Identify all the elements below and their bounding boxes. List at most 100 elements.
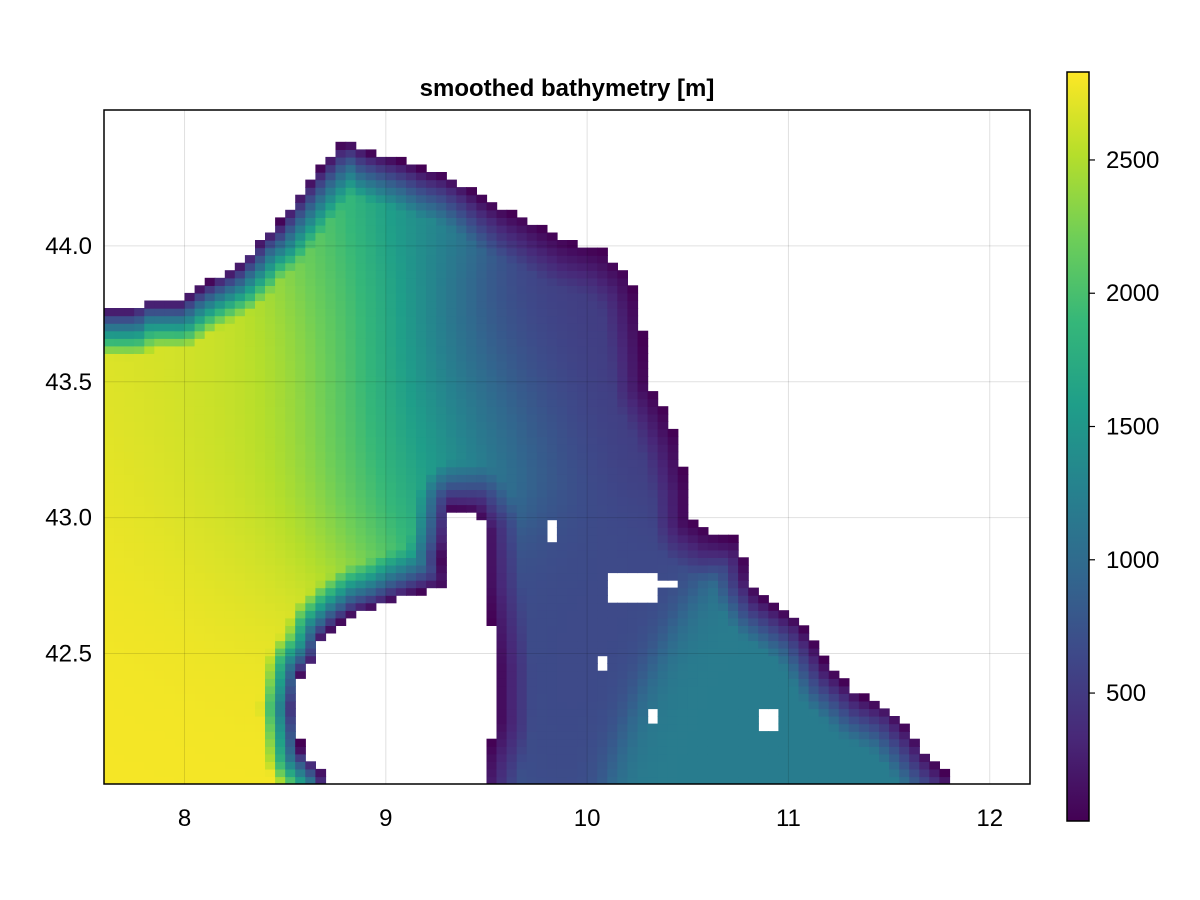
heatmap-cell xyxy=(255,693,266,702)
heatmap-cell xyxy=(416,247,427,256)
heatmap-cell xyxy=(667,451,679,460)
heatmap-cell xyxy=(214,308,226,317)
heatmap-cell xyxy=(627,685,639,694)
heatmap-cell xyxy=(577,451,588,460)
heatmap-cell xyxy=(114,731,125,740)
heatmap-cell xyxy=(114,542,125,551)
heatmap-cell xyxy=(426,564,437,574)
heatmap-cell xyxy=(214,466,226,475)
heatmap-cell xyxy=(577,663,588,672)
heatmap-cell xyxy=(154,678,165,687)
heatmap-cell xyxy=(597,738,608,747)
heatmap-cell xyxy=(275,353,286,362)
heatmap-cell xyxy=(426,368,437,377)
heatmap-cell xyxy=(335,202,347,211)
heatmap-cell xyxy=(234,602,246,611)
heatmap-cell xyxy=(607,625,618,634)
heatmap-cell xyxy=(214,277,226,286)
heatmap-cell xyxy=(114,738,125,747)
heatmap-cell xyxy=(486,738,498,747)
heatmap-cell xyxy=(919,753,930,762)
heatmap-cell xyxy=(556,580,568,589)
heatmap-cell xyxy=(748,617,759,626)
heatmap-cell xyxy=(607,716,618,725)
heatmap-cell xyxy=(395,285,407,294)
heatmap-cell xyxy=(154,663,165,672)
heatmap-cell xyxy=(114,549,125,558)
heatmap-cell xyxy=(607,746,618,755)
heatmap-cell xyxy=(174,421,186,430)
heatmap-cell xyxy=(234,277,246,286)
heatmap-cell xyxy=(436,202,447,211)
heatmap-cell xyxy=(204,549,216,558)
heatmap-cell xyxy=(516,300,528,309)
heatmap-cell xyxy=(577,338,588,347)
heatmap-cell xyxy=(265,534,276,543)
heatmap-cell xyxy=(114,489,125,498)
heatmap-cell xyxy=(738,572,749,581)
heatmap-cell xyxy=(627,428,639,438)
heatmap-cell xyxy=(244,776,256,784)
heatmap-cell xyxy=(597,496,608,506)
heatmap-cell xyxy=(385,496,397,506)
heatmap-cell xyxy=(456,240,467,249)
heatmap-cell xyxy=(506,557,518,566)
heatmap-cell xyxy=(587,542,598,551)
heatmap-cell xyxy=(134,587,145,596)
heatmap-cell xyxy=(144,655,155,664)
heatmap-cell xyxy=(607,663,618,672)
heatmap-cell xyxy=(416,164,427,173)
heatmap-cell xyxy=(556,564,568,574)
heatmap-cell xyxy=(577,489,588,498)
heatmap-cell xyxy=(395,580,407,589)
heatmap-cell xyxy=(144,330,155,339)
heatmap-cell xyxy=(496,738,508,747)
heatmap-cell xyxy=(305,209,316,218)
heatmap-cell xyxy=(234,716,246,725)
heatmap-cell xyxy=(265,731,276,740)
heatmap-cell xyxy=(637,648,649,657)
heatmap-cell xyxy=(456,391,467,400)
heatmap-cell xyxy=(526,383,538,392)
heatmap-cell xyxy=(526,549,538,558)
heatmap-cell xyxy=(476,421,488,430)
heatmap-cell xyxy=(134,768,145,778)
heatmap-cell xyxy=(486,368,498,377)
heatmap-cell xyxy=(375,413,387,422)
heatmap-cell xyxy=(506,776,518,784)
heatmap-cell xyxy=(345,519,357,528)
heatmap-cell xyxy=(748,768,759,778)
heatmap-cell xyxy=(385,292,397,302)
heatmap-cell xyxy=(275,345,286,354)
heatmap-cell xyxy=(476,413,488,422)
heatmap-cell xyxy=(546,731,558,740)
heatmap-cell xyxy=(416,413,427,422)
heatmap-cell xyxy=(587,527,598,536)
heatmap-cell xyxy=(707,572,719,581)
heatmap-cell xyxy=(466,459,477,468)
heatmap-cell xyxy=(657,776,669,784)
heatmap-cell xyxy=(627,512,639,521)
heatmap-cell xyxy=(244,640,256,649)
heatmap-cell xyxy=(577,474,588,483)
heatmap-cell xyxy=(395,247,407,256)
heatmap-cell xyxy=(315,270,327,279)
heatmap-cell xyxy=(275,444,286,453)
heatmap-cell xyxy=(385,315,397,324)
heatmap-cell xyxy=(667,534,679,543)
heatmap-cell xyxy=(285,270,296,279)
heatmap-cell xyxy=(174,625,186,634)
heatmap-cell xyxy=(526,632,538,642)
heatmap-cell xyxy=(144,421,155,430)
heatmap-cell xyxy=(647,527,659,536)
heatmap-cell xyxy=(355,398,367,407)
heatmap-cell xyxy=(556,512,568,521)
heatmap-cell xyxy=(184,557,196,566)
heatmap-cell xyxy=(204,489,216,498)
heatmap-cell xyxy=(416,292,427,302)
heatmap-cell xyxy=(154,625,165,634)
heatmap-cell xyxy=(657,610,669,619)
heatmap-cell xyxy=(627,323,639,332)
heatmap-cell xyxy=(577,587,588,596)
heatmap-cell xyxy=(244,746,256,755)
